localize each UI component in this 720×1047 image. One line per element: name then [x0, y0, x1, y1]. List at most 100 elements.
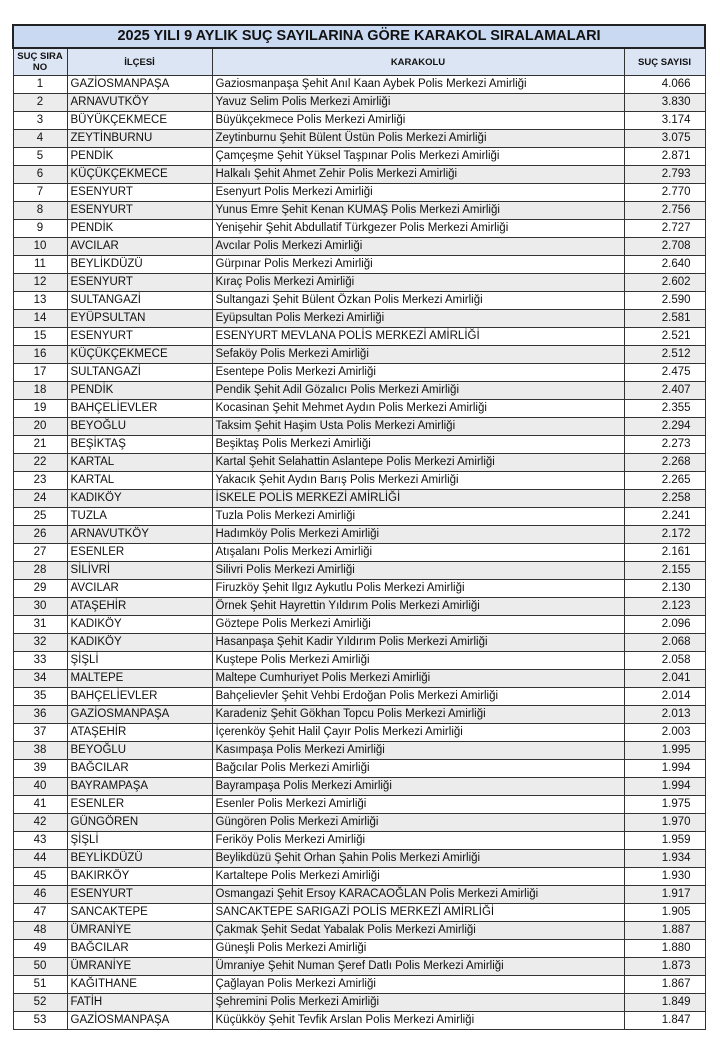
district-cell: ÜMRANİYE	[66, 957, 213, 976]
count-cell: 3.174	[623, 111, 706, 130]
table-row: 23 KARTAL Yakacık Şehit Aydın Barış Polis …	[12, 471, 706, 490]
count-cell: 2.581	[623, 309, 706, 328]
rank-cell: 23	[12, 471, 68, 490]
station-cell: Kartal Şehit Selahattin Aslantepe Polis …	[211, 453, 625, 472]
table-row: 10 AVCILAR Avcılar Polis Merkezi Amirliği 2…	[12, 237, 706, 256]
count-cell: 1.959	[623, 831, 706, 850]
table-row: 50 ÜMRANİYE Ümraniye Şehit Numan Şeref Dat…	[12, 957, 706, 976]
station-cell: Osmangazi Şehit Ersoy KARACAOĞLAN Polis …	[211, 885, 625, 904]
station-cell: İçerenköy Şehit Halil Çayır Polis Merkez…	[211, 723, 625, 742]
station-cell: Kıraç Polis Merkezi Amirliği	[211, 273, 625, 292]
district-cell: KADIKÖY	[66, 489, 213, 508]
count-cell: 1.994	[623, 777, 706, 796]
station-cell: Eyüpsultan Polis Merkezi Amirliği	[211, 309, 625, 328]
station-cell: Bağcılar Polis Merkezi Amirliği	[211, 759, 625, 778]
header-district: İLÇESİ	[66, 47, 213, 76]
count-cell: 2.172	[623, 525, 706, 544]
station-cell: Ümraniye Şehit Numan Şeref Datlı Polis M…	[211, 957, 625, 976]
district-cell: BEYLİKDÜZÜ	[66, 849, 213, 868]
count-cell: 2.041	[623, 669, 706, 688]
count-cell: 2.512	[623, 345, 706, 364]
count-cell: 1.905	[623, 903, 706, 922]
rank-cell: 14	[12, 309, 68, 328]
count-cell: 2.640	[623, 255, 706, 274]
district-cell: GAZİOSMANPAŞA	[66, 705, 213, 724]
count-cell: 2.770	[623, 183, 706, 202]
station-cell: Güneşli Polis Merkezi Amirliği	[211, 939, 625, 958]
station-cell: Hadımköy Polis Merkezi Amirliği	[211, 525, 625, 544]
station-cell: Göztepe Polis Merkezi Amirliği	[211, 615, 625, 634]
rank-cell: 50	[12, 957, 68, 976]
rank-cell: 15	[12, 327, 68, 346]
header-no: SUÇ SIRA NO	[12, 47, 68, 76]
count-cell: 2.003	[623, 723, 706, 742]
count-cell: 1.930	[623, 867, 706, 886]
count-cell: 1.847	[623, 1011, 706, 1030]
count-cell: 1.994	[623, 759, 706, 778]
district-cell: BEŞİKTAŞ	[66, 435, 213, 454]
district-cell: BEYOĞLU	[66, 741, 213, 760]
table-row: 36 GAZİOSMANPAŞA Karadeniz Şehit Gökhan To…	[12, 705, 706, 724]
header-station: KARAKOLU	[211, 47, 625, 76]
count-cell: 2.590	[623, 291, 706, 310]
district-cell: KADIKÖY	[66, 615, 213, 634]
district-cell: BÜYÜKÇEKMECE	[66, 111, 213, 130]
station-cell: Beylikdüzü Şehit Orhan Şahin Polis Merke…	[211, 849, 625, 868]
station-cell: Kuştepe Polis Merkezi Amirliği	[211, 651, 625, 670]
rank-cell: 53	[12, 1011, 68, 1030]
table-row: 19 BAHÇELİEVLER Kocasinan Şehit Mehmet Ayd…	[12, 399, 706, 418]
table-row: 20 BEYOĞLU Taksim Şehit Haşim Usta Polis M…	[12, 417, 706, 436]
district-cell: SULTANGAZİ	[66, 363, 213, 382]
count-cell: 2.258	[623, 489, 706, 508]
district-cell: GAZİOSMANPAŞA	[66, 1011, 213, 1030]
district-cell: ESENLER	[66, 543, 213, 562]
table-row: 1 GAZİOSMANPAŞA Gaziosmanpaşa Şehit Anıl K…	[12, 75, 706, 94]
rank-cell: 35	[12, 687, 68, 706]
count-cell: 2.265	[623, 471, 706, 490]
table-row: 42 GÜNGÖREN Güngören Polis Merkezi Amirliğ…	[12, 813, 706, 832]
district-cell: FATİH	[66, 993, 213, 1012]
rank-cell: 46	[12, 885, 68, 904]
station-cell: Beşiktaş Polis Merkezi Amirliği	[211, 435, 625, 454]
count-cell: 3.075	[623, 129, 706, 148]
rank-cell: 12	[12, 273, 68, 292]
count-cell: 4.066	[623, 75, 706, 94]
table-row: 30 ATAŞEHİR Örnek Şehit Hayrettin Yıldırım…	[12, 597, 706, 616]
station-cell: Şehremini Polis Merkezi Amirliği	[211, 993, 625, 1012]
station-cell: İSKELE POLİS MERKEZİ AMİRLİĞİ	[211, 489, 625, 508]
station-cell: Halkalı Şehit Ahmet Zehir Polis Merkezi …	[211, 165, 625, 184]
count-cell: 2.058	[623, 651, 706, 670]
count-cell: 1.880	[623, 939, 706, 958]
district-cell: ESENYURT	[66, 183, 213, 202]
table-row: 24 KADIKÖY İSKELE POLİS MERKEZİ AMİRLİĞİ 2.…	[12, 489, 706, 508]
rank-cell: 21	[12, 435, 68, 454]
rank-cell: 8	[12, 201, 68, 220]
station-cell: Kocasinan Şehit Mehmet Aydın Polis Merke…	[211, 399, 625, 418]
station-cell: Tuzla Polis Merkezi Amirliği	[211, 507, 625, 526]
station-cell: Taksim Şehit Haşim Usta Polis Merkezi Am…	[211, 417, 625, 436]
count-cell: 2.407	[623, 381, 706, 400]
table-row: 3 BÜYÜKÇEKMECE Büyükçekmece Polis Merkezi …	[12, 111, 706, 130]
district-cell: SİLİVRİ	[66, 561, 213, 580]
table-row: 51 KAĞITHANE Çağlayan Polis Merkezi Amirli…	[12, 975, 706, 994]
table-row: 33 ŞİŞLİ Kuştepe Polis Merkezi Amirliği 2.0…	[12, 651, 706, 670]
district-cell: KÜÇÜKÇEKMECE	[66, 165, 213, 184]
district-cell: PENDİK	[66, 219, 213, 238]
table-row: 12 ESENYURT Kıraç Polis Merkezi Amirliği 2.…	[12, 273, 706, 292]
rank-cell: 9	[12, 219, 68, 238]
count-cell: 1.917	[623, 885, 706, 904]
rank-cell: 2	[12, 93, 68, 112]
district-cell: ESENYURT	[66, 327, 213, 346]
district-cell: BAĞCILAR	[66, 939, 213, 958]
count-cell: 2.013	[623, 705, 706, 724]
table-row: 46 ESENYURT Osmangazi Şehit Ersoy KARACAOĞ…	[12, 885, 706, 904]
district-cell: AVCILAR	[66, 237, 213, 256]
count-cell: 2.727	[623, 219, 706, 238]
rank-cell: 10	[12, 237, 68, 256]
table-row: 37 ATAŞEHİR İçerenköy Şehit Halil Çayır Po…	[12, 723, 706, 742]
district-cell: EYÜPSULTAN	[66, 309, 213, 328]
district-cell: ÜMRANİYE	[66, 921, 213, 940]
rank-cell: 3	[12, 111, 68, 130]
station-cell: Esentepe Polis Merkezi Amirliği	[211, 363, 625, 382]
header-count: SUÇ SAYISI	[623, 47, 706, 76]
